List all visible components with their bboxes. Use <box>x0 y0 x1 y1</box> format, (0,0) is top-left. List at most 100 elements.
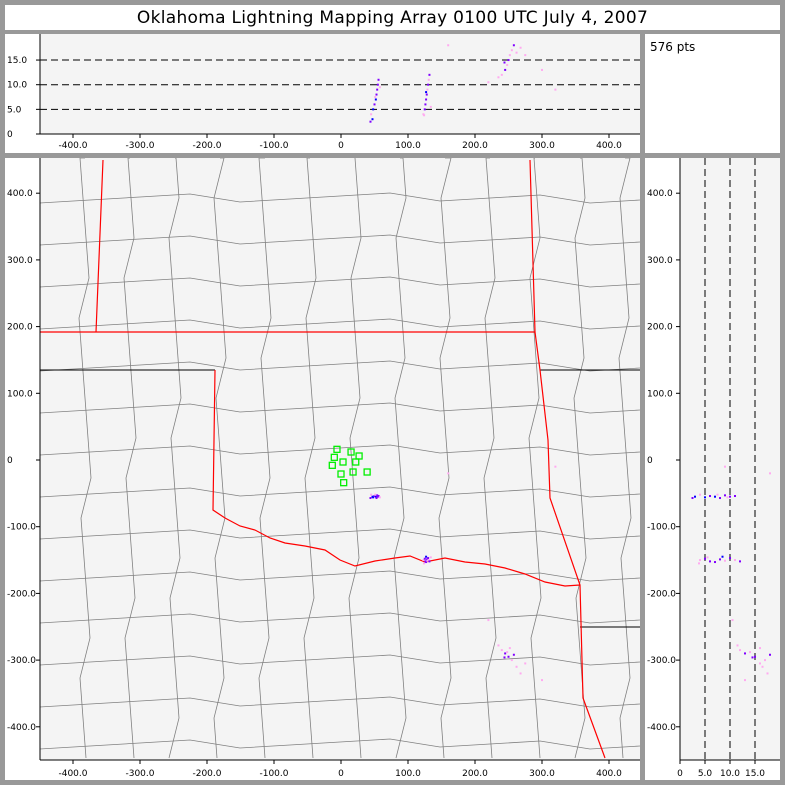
lightning-source-point <box>734 559 736 562</box>
y-tick-label: 100.0 <box>647 389 673 399</box>
lightning-source-point <box>709 495 711 498</box>
altitude-ew-plot: 0 5.0 10.0 15.0 -400.0 -300.0 -200.0 -100.0 0 100… <box>7 34 640 151</box>
lightning-source-point <box>507 59 510 62</box>
lightning-source-point <box>425 555 428 558</box>
lightning-source-point <box>512 44 515 47</box>
county-line <box>39 612 640 624</box>
y-tick-label: 400.0 <box>7 189 33 199</box>
lightning-source-point <box>541 679 543 682</box>
lightning-source-point <box>427 78 430 81</box>
lightning-source-point <box>447 472 450 475</box>
plot-title: Oklahoma Lightning Mapping Array 0100 UT… <box>5 5 780 30</box>
lightning-source-point <box>761 665 764 668</box>
lightning-source-point <box>374 96 377 99</box>
lightning-source-point <box>500 649 503 652</box>
x-tick-label: 200.0 <box>462 769 488 779</box>
lightning-source-point <box>375 497 378 500</box>
y-tick-label: -400.0 <box>647 723 676 733</box>
lightning-source-point <box>519 46 522 49</box>
lightning-source-point <box>714 495 716 498</box>
x-tick-label: 400.0 <box>596 141 622 151</box>
lightning-source-point <box>375 93 378 96</box>
lightning-source-point <box>714 561 716 564</box>
lightning-source-point <box>541 68 543 71</box>
lightning-source-point <box>759 647 761 650</box>
lightning-source-point <box>706 556 709 559</box>
lightning-source-point <box>744 652 746 655</box>
lightning-source-point <box>370 493 373 496</box>
lightning-source-point <box>427 559 430 562</box>
lightning-source-point <box>709 560 711 563</box>
lma-station-marker <box>363 468 371 476</box>
lightning-source-point <box>378 496 381 499</box>
lightning-source-point <box>503 656 506 659</box>
state-border-red <box>40 159 606 759</box>
altitude-vs-east-west-panel: 0 5.0 10.0 15.0 -400.0 -300.0 -200.0 -100.0 0 100… <box>5 34 640 153</box>
county-line <box>78 158 92 759</box>
lightning-source-point <box>373 495 376 498</box>
state-border-black <box>40 369 640 628</box>
lma-station-marker <box>330 453 338 461</box>
y-tick-label: 100.0 <box>7 389 33 399</box>
lightning-source-point <box>500 73 503 76</box>
lightning-source-point <box>503 61 506 64</box>
lightning-source-point <box>487 619 490 622</box>
x-tick-label: 100.0 <box>395 769 421 779</box>
lightning-source-point <box>519 672 522 675</box>
lightning-source-point <box>370 113 373 116</box>
lightning-source-point <box>734 495 736 498</box>
county-line <box>39 738 640 750</box>
county-line <box>123 158 137 759</box>
lightning-source-point <box>374 495 377 498</box>
lightning-source-point <box>372 496 375 499</box>
lightning-source-point <box>512 653 515 656</box>
lightning-source-point <box>377 78 380 81</box>
lightning-source-point <box>698 562 700 565</box>
lightning-source-point <box>369 497 372 500</box>
lightning-source-point <box>423 562 426 565</box>
lightning-source-point <box>704 496 706 499</box>
lightning-source-point <box>425 91 428 94</box>
lightning-source-point <box>719 558 721 561</box>
county-line <box>168 158 182 759</box>
lightning-source-point <box>726 496 729 499</box>
x-tick-label: 100.0 <box>395 141 421 151</box>
lightning-source-point <box>423 108 426 111</box>
lightning-source-point <box>376 83 379 86</box>
x-tick-label: 200.0 <box>462 141 488 151</box>
x-tick-label: -300.0 <box>125 769 154 779</box>
plan-view-map-panel: -400.0 -300.0 -200.0 -100.0 0 100.0 200.0 300.0… <box>5 158 640 780</box>
lightning-source-point <box>425 93 428 96</box>
lightning-source-point <box>554 88 557 91</box>
lightning-source-point <box>691 497 694 500</box>
lightning-source-point <box>524 662 527 665</box>
lightning-source-point <box>508 54 511 57</box>
county-line <box>39 570 640 582</box>
lightning-source-point <box>507 655 510 658</box>
y-tick-label: 5.0 <box>7 105 22 115</box>
lightning-source-point <box>497 76 500 79</box>
lightning-source-point <box>704 557 706 560</box>
county-line <box>213 158 227 759</box>
lma-station-marker <box>352 458 360 466</box>
lightning-source-point <box>515 665 518 668</box>
lma-station-marker <box>340 479 348 487</box>
lightning-source-point <box>524 54 527 57</box>
lightning-source-point <box>377 495 380 498</box>
point-count: 576 pts <box>650 40 696 54</box>
y-tick-label: 400.0 <box>647 189 673 199</box>
y-tick-label: 0 <box>7 456 13 466</box>
x-tick-label: 5.0 <box>698 769 713 779</box>
lightning-source-point <box>724 494 726 497</box>
lightning-source-point <box>769 472 771 475</box>
lightning-source-point <box>731 619 734 622</box>
lightning-source-point <box>759 662 761 665</box>
lightning-source-point <box>764 659 766 662</box>
lightning-source-point <box>425 561 428 564</box>
lma-station-marker <box>333 445 341 453</box>
altitude-vs-north-south-panel: 400.0 300.0 200.0 100.0 0 -100.0 -200.0 -300.0 -… <box>645 158 780 780</box>
y-tick-label: 0 <box>647 456 653 466</box>
x-tick-label: 300.0 <box>529 141 555 151</box>
county-line <box>438 158 452 759</box>
county-line <box>39 486 640 498</box>
